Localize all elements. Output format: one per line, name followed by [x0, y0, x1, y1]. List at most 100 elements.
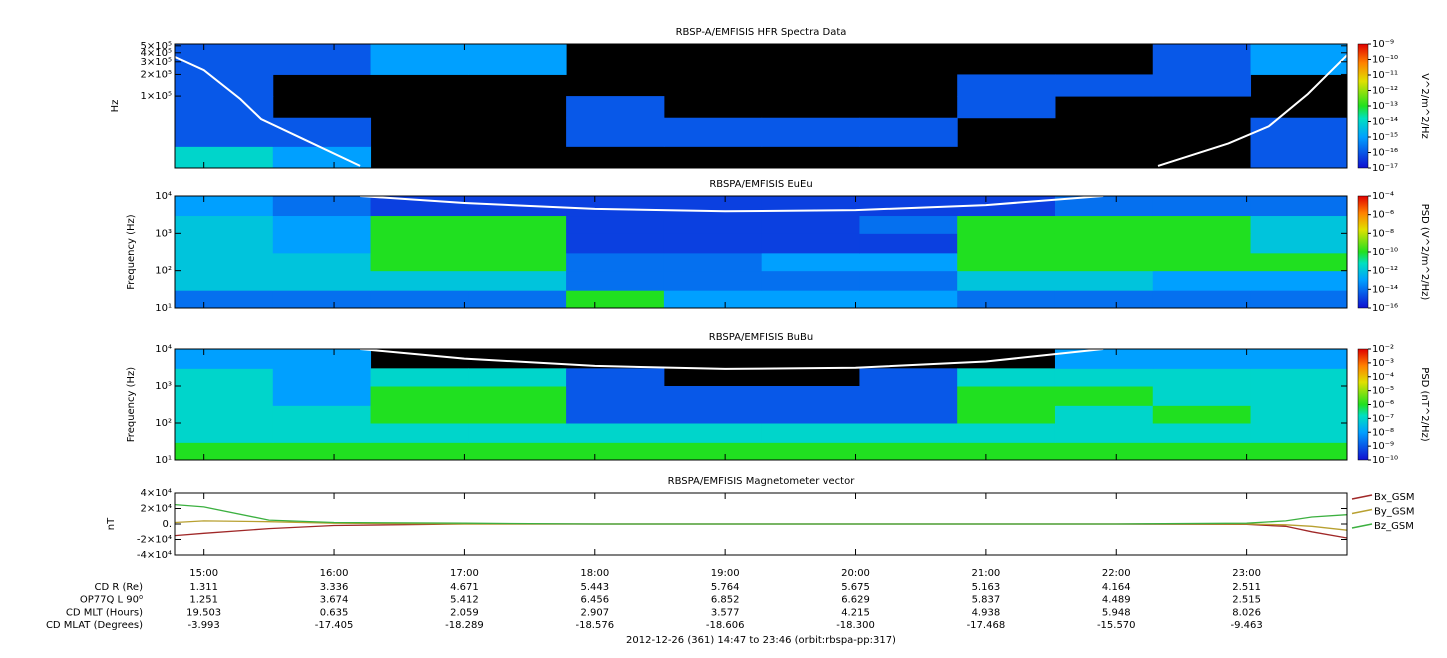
spectrogram-cell [468, 270, 567, 291]
spectrogram-cell [663, 290, 763, 309]
colorbar-tick-label: 10⁻⁶ [1372, 400, 1394, 411]
y-tick-label: 10¹ [155, 455, 172, 466]
spectrogram-cell [1250, 442, 1348, 461]
spectrogram-cell [957, 290, 1056, 309]
y-axis-label: nT [106, 517, 117, 530]
spectrogram-cell [272, 368, 372, 387]
spectrogram-cell [1250, 423, 1348, 443]
colorbar-tick-label: 10⁻⁸ [1372, 427, 1394, 438]
spectrogram-cell [761, 252, 860, 272]
spectrogram-cell [370, 44, 469, 75]
plot-frame [174, 348, 1348, 461]
y-tick-label: -4×10⁴ [137, 550, 172, 561]
ephemeris-value: 2.515 [1232, 595, 1261, 606]
spectrogram-cell [1250, 270, 1348, 291]
colorbar [1357, 43, 1369, 169]
spectrogram-cell [1152, 405, 1252, 424]
colorbar-tick-label: 10⁻⁶ [1372, 210, 1394, 221]
spectrogram-cell [566, 215, 665, 234]
spectrogram-cell [175, 196, 274, 217]
spectrogram-cell [761, 386, 860, 406]
spectrogram-cell [761, 117, 860, 147]
spectrogram-cell [272, 196, 372, 217]
spectrogram-cell [1054, 405, 1154, 424]
spectrogram-cell [1250, 349, 1348, 369]
panel-title: RBSPA/EMFISIS Magnetometer vector [668, 476, 856, 487]
spectrogram-cell [175, 405, 274, 424]
spectrogram-cell [175, 349, 274, 369]
spectrogram-cell [566, 405, 665, 424]
y-tick-label: 10⁴ [155, 344, 172, 355]
spectrogram-cell [272, 252, 372, 272]
spectrogram-cell [175, 290, 274, 309]
spectrogram-cell [663, 270, 763, 291]
ephemeris-label: CD MLT (Hours) [66, 607, 143, 618]
y-tick-label: 1×10⁵ [141, 91, 172, 102]
ephemeris-value: 3.577 [711, 607, 740, 618]
ephemeris-value: 5.412 [450, 595, 479, 606]
y-tick-label: 10² [155, 418, 172, 429]
colorbar-tick-label: 10⁻⁵ [1372, 386, 1394, 397]
spectrogram-cell [272, 270, 372, 291]
ephemeris-value: 2.059 [450, 607, 479, 618]
spectrogram-cell [1054, 349, 1154, 369]
spectrogram-cell [272, 215, 372, 234]
spectrogram-cell [859, 442, 958, 461]
footer: 2012-12-26 (361) 14:47 to 23:46 (orbit:r… [626, 635, 896, 646]
spectrogram-cell [566, 252, 665, 272]
spectrogram-cell [859, 405, 958, 424]
y-tick-label: 2×10⁴ [141, 504, 172, 515]
spectrogram-cell [566, 423, 665, 443]
colorbar-tick-label: 10⁻¹⁰ [1372, 455, 1398, 466]
spectrogram-cell [663, 252, 763, 272]
spectrogram-cell [859, 270, 958, 291]
legend-swatch [1351, 508, 1373, 515]
spectrogram-cell [957, 270, 1056, 291]
spectrogram-cell [1152, 368, 1252, 387]
spectrogram-cell [663, 215, 763, 234]
colorbar-tick-label: 10⁻¹⁰ [1372, 55, 1398, 66]
ephemeris-value: 8.026 [1232, 607, 1261, 618]
spectrogram-cell [468, 44, 567, 75]
spectrogram-cell [957, 74, 1056, 97]
colorbar-tick-label: 10⁻¹⁰ [1372, 247, 1398, 258]
ephemeris-value: -3.993 [188, 620, 220, 631]
ephemeris-value: 6.852 [711, 595, 740, 606]
ephemeris-label: CD R (Re) [95, 582, 144, 593]
spectrogram-cell [1250, 290, 1348, 309]
spectrogram-cell [175, 44, 274, 75]
spectrogram-cell [761, 270, 860, 291]
spectrogram-cell [370, 442, 469, 461]
colorbar-tick-label: 10⁻¹¹ [1372, 70, 1398, 81]
spectrogram-cell [1054, 233, 1154, 254]
ephemeris-value: 6.629 [841, 595, 870, 606]
spectrogram-cell [1054, 368, 1154, 387]
ephemeris-value: 4.938 [972, 607, 1001, 618]
colorbar-tick-label: 10⁻¹⁴ [1372, 284, 1398, 295]
spectrogram-cell [663, 233, 763, 254]
spectrogram-cell [468, 423, 567, 443]
ephemeris-value: 5.764 [711, 582, 740, 593]
spectrogram-cell [859, 233, 958, 254]
spectrogram-cell [1152, 252, 1252, 272]
spectrogram-cell [663, 386, 763, 406]
spectrogram-cell [272, 386, 372, 406]
ephemeris-value: 4.671 [450, 582, 479, 593]
spectrogram-cell [1054, 442, 1154, 461]
spectrogram-cell [175, 117, 274, 147]
spectrogram-cell [566, 233, 665, 254]
spectrogram-cell [663, 117, 763, 147]
spectrogram-cell [272, 423, 372, 443]
spectrogram-cell [1152, 442, 1252, 461]
spectrogram-cell [272, 44, 372, 75]
colorbar-label: V^2/m^2/Hz [1419, 73, 1430, 139]
spectrogram-cell [761, 233, 860, 254]
spectrogram-cell [957, 405, 1056, 424]
spectrogram-cell [175, 442, 274, 461]
spectrogram-cell [272, 233, 372, 254]
spectrogram-cell [468, 252, 567, 272]
spectrogram-cell [1250, 215, 1348, 234]
spectrogram-cell [1054, 423, 1154, 443]
colorbar-tick-label: 10⁻¹⁵ [1372, 132, 1398, 143]
spectrogram-cell [1152, 349, 1252, 369]
